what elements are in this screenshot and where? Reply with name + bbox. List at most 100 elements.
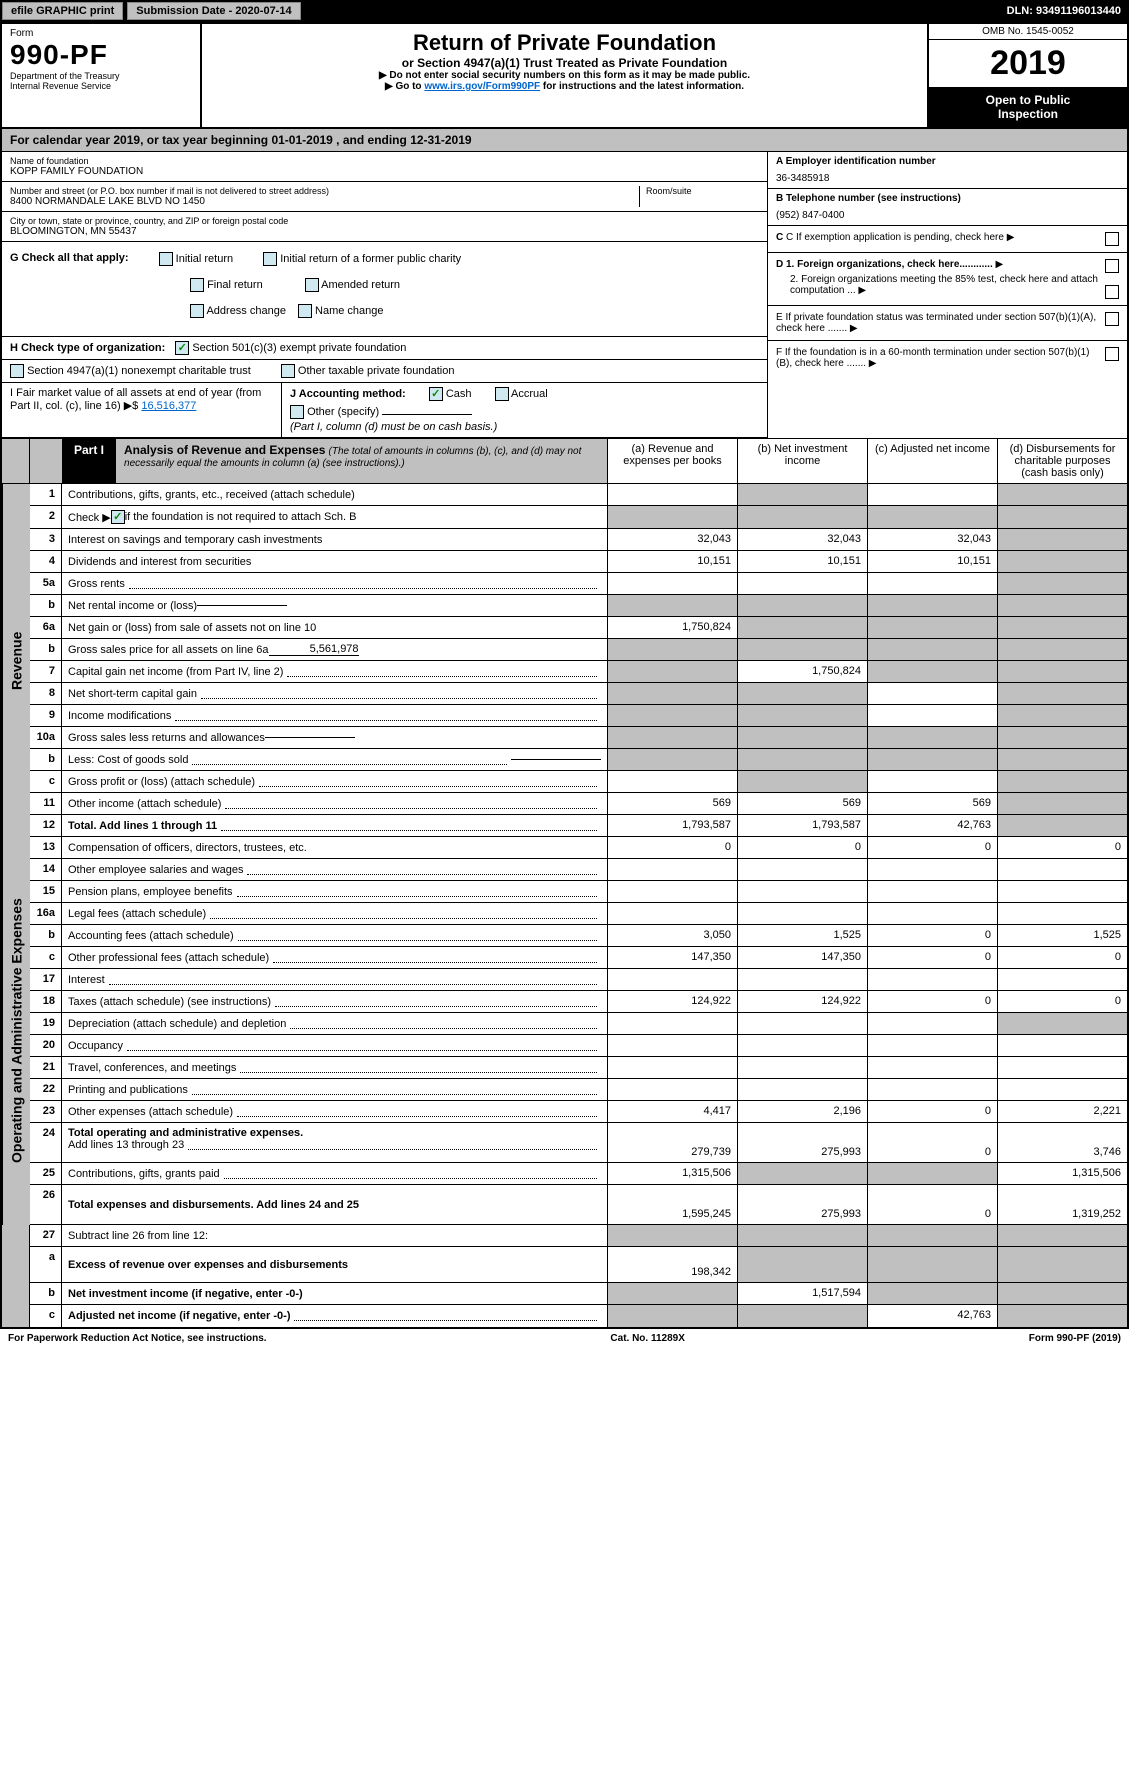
ln: b <box>30 595 62 616</box>
e-text: E If private foundation status was termi… <box>776 312 1105 334</box>
val-a: 1,595,245 <box>607 1185 737 1224</box>
desc: Interest on savings and temporary cash i… <box>62 529 607 550</box>
section-i: I Fair market value of all assets at end… <box>2 383 282 437</box>
val-a: 4,417 <box>607 1101 737 1122</box>
val-b: 569 <box>737 793 867 814</box>
line-27a: aExcess of revenue over expenses and dis… <box>30 1247 1127 1283</box>
dln-label: DLN: 93491196013440 <box>1007 5 1127 17</box>
cb-final[interactable] <box>190 278 204 292</box>
address-cell: Number and street (or P.O. box number if… <box>2 182 767 212</box>
form-subtitle: or Section 4947(a)(1) Trust Treated as P… <box>208 56 921 70</box>
val-b: 1,517,594 <box>737 1283 867 1304</box>
desc: Travel, conferences, and meetings <box>62 1057 607 1078</box>
cb-sch-b[interactable] <box>111 510 125 524</box>
inspect-line1: Open to Public <box>935 93 1121 107</box>
i-arrow: ▶$ <box>124 400 139 412</box>
section-h: H Check type of organization: Section 50… <box>2 337 767 360</box>
val-d: 0 <box>997 837 1127 858</box>
cb-name-change[interactable] <box>298 304 312 318</box>
fmv-value[interactable]: 16,516,377 <box>141 400 196 412</box>
cb-initial-former[interactable] <box>263 252 277 266</box>
line-4: 4Dividends and interest from securities1… <box>30 551 1127 573</box>
cb-c[interactable] <box>1105 232 1119 246</box>
efile-button[interactable]: efile GRAPHIC print <box>2 2 123 20</box>
desc: Accounting fees (attach schedule) <box>62 925 607 946</box>
entity-left: Name of foundation KOPP FAMILY FOUNDATIO… <box>2 152 767 438</box>
desc: Total. Add lines 1 through 11 <box>62 815 607 836</box>
page-footer: For Paperwork Reduction Act Notice, see … <box>0 1329 1129 1348</box>
line-10a: 10aGross sales less returns and allowanc… <box>30 727 1127 749</box>
val-c: 0 <box>867 1101 997 1122</box>
room-label: Room/suite <box>646 186 759 196</box>
ln: 7 <box>30 661 62 682</box>
ln: 2 <box>30 506 62 528</box>
form-number: 990-PF <box>10 39 192 71</box>
rental-income-field[interactable] <box>197 605 287 606</box>
form-footer-label: Form 990-PF (2019) <box>1029 1333 1121 1344</box>
line-16a: 16aLegal fees (attach schedule) <box>30 903 1127 925</box>
cb-501c3[interactable] <box>175 341 189 355</box>
desc: Net gain or (loss) from sale of assets n… <box>62 617 607 638</box>
notice-post: for instructions and the latest informat… <box>540 81 744 92</box>
line-20: 20Occupancy <box>30 1035 1127 1057</box>
desc: Other employee salaries and wages <box>62 859 607 880</box>
ln: 4 <box>30 551 62 572</box>
val-b: 147,350 <box>737 947 867 968</box>
val-c: 0 <box>867 947 997 968</box>
other-specify-field[interactable] <box>382 414 472 415</box>
cb-f[interactable] <box>1105 347 1119 361</box>
box-c: C C If exemption application is pending,… <box>768 226 1127 253</box>
irs-link[interactable]: www.irs.gov/Form990PF <box>424 81 540 92</box>
cb-4947[interactable] <box>10 364 24 378</box>
form-title-block: Return of Private Foundation or Section … <box>202 24 927 127</box>
cb-d2[interactable] <box>1105 285 1119 299</box>
c-text: C If exemption application is pending, c… <box>786 232 1004 243</box>
lbl-initial-former: Initial return of a former public charit… <box>280 253 461 265</box>
cb-accrual[interactable] <box>495 387 509 401</box>
desc: Legal fees (attach schedule) <box>62 903 607 924</box>
desc: Occupancy <box>62 1035 607 1056</box>
field-10b[interactable] <box>511 759 601 760</box>
val-a: 569 <box>607 793 737 814</box>
addr-label: Number and street (or P.O. box number if… <box>10 186 639 196</box>
line-9: 9Income modifications <box>30 705 1127 727</box>
desc: Total operating and administrative expen… <box>62 1123 607 1162</box>
cb-amended[interactable] <box>305 278 319 292</box>
ln: 15 <box>30 881 62 902</box>
val-c: 569 <box>867 793 997 814</box>
omb-number: OMB No. 1545-0052 <box>929 24 1127 40</box>
ln: c <box>30 1305 62 1327</box>
field-10a[interactable] <box>265 737 355 738</box>
cb-e[interactable] <box>1105 312 1119 326</box>
box-d: D 1. Foreign organizations, check here..… <box>768 253 1127 306</box>
desc: Excess of revenue over expenses and disb… <box>62 1247 607 1282</box>
cb-initial[interactable] <box>159 252 173 266</box>
cb-other-taxable[interactable] <box>281 364 295 378</box>
val-d: 2,221 <box>997 1101 1127 1122</box>
line-5b: bNet rental income or (loss) <box>30 595 1127 617</box>
line-22: 22Printing and publications <box>30 1079 1127 1101</box>
ln: b <box>30 1283 62 1304</box>
desc: Net rental income or (loss) <box>62 595 607 616</box>
cb-address[interactable] <box>190 304 204 318</box>
val-d: 0 <box>997 991 1127 1012</box>
val-a: 32,043 <box>607 529 737 550</box>
val-c: 0 <box>867 1123 997 1162</box>
revenue-side-label: Revenue <box>2 484 30 837</box>
section-g: G Check all that apply: Initial return I… <box>2 242 767 337</box>
box-e: E If private foundation status was termi… <box>768 306 1127 341</box>
desc: Net investment income (if negative, ente… <box>62 1283 607 1304</box>
cb-d1[interactable] <box>1105 259 1119 273</box>
desc: Other income (attach schedule) <box>62 793 607 814</box>
line-3: 3Interest on savings and temporary cash … <box>30 529 1127 551</box>
expenses-side-label: Operating and Administrative Expenses <box>2 837 30 1225</box>
col-b-header: (b) Net investment income <box>737 439 867 483</box>
lbl-other-method: Other (specify) <box>307 406 379 418</box>
desc: Taxes (attach schedule) (see instruction… <box>62 991 607 1012</box>
line-27b: bNet investment income (if negative, ent… <box>30 1283 1127 1305</box>
cb-cash[interactable] <box>429 387 443 401</box>
ln: a <box>30 1247 62 1282</box>
desc: Less: Cost of goods sold <box>62 749 607 770</box>
form-page: Form 990-PF Department of the Treasury I… <box>0 22 1129 1329</box>
cb-other-method[interactable] <box>290 405 304 419</box>
